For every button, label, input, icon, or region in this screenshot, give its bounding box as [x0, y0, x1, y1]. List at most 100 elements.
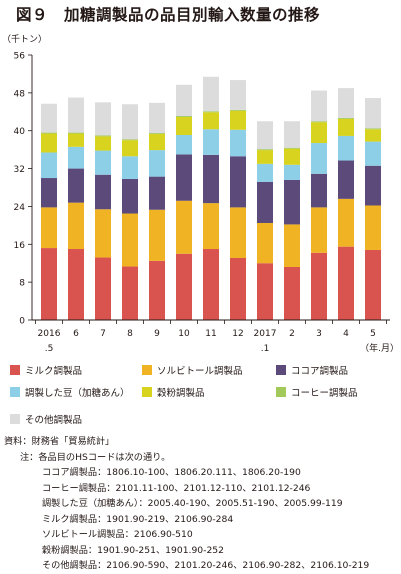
legend-item: 調製した豆（加糖あん） — [10, 385, 130, 399]
x-tick-label: 12 — [232, 329, 243, 339]
bar-segment — [95, 257, 111, 320]
bar-segment — [176, 200, 192, 254]
bar-segment — [149, 133, 165, 135]
legend-item: ミルク調製品 — [10, 363, 82, 377]
bar-segment — [176, 116, 192, 117]
bar-segment — [95, 150, 111, 175]
bar-segment — [338, 117, 354, 119]
hs-code-note: 注：各品目のHSコードは次の通り。 — [20, 451, 171, 463]
legend-swatch — [10, 365, 20, 375]
x-tick-label: 7 — [100, 329, 106, 339]
bar-segment — [122, 140, 138, 157]
hs-code-item: ココア調製品：1806.10-100、1806.20.111、1806.20-1… — [42, 467, 301, 478]
bar-segment — [230, 258, 246, 320]
legend-item: 穀粉調製品 — [142, 385, 205, 399]
hs-code-item: その他調製品：2106.90-590、2101.20-246、2106.90-2… — [42, 560, 370, 571]
hs-code-item: ソルビトール調製品：2106.90-510 — [42, 529, 193, 540]
bar-segment — [149, 176, 165, 210]
y-tick-label: 0 — [19, 317, 25, 327]
x-tick-label: .1 — [261, 344, 270, 354]
bar-segment — [203, 203, 219, 250]
x-tick-label: 11 — [205, 329, 216, 339]
legend-label: ソルビトール調製品 — [157, 366, 243, 377]
x-tick-label: 6 — [73, 329, 79, 339]
bar-segment — [41, 178, 57, 208]
legend-label: 穀粉調製品 — [157, 388, 205, 399]
legend-label: コーヒー調製品 — [291, 388, 358, 399]
bar-segment — [257, 150, 273, 164]
legend-item: コーヒー調製品 — [276, 385, 358, 399]
hs-code-item: ミルク調製品：1901.90-219、2106.90-284 — [42, 513, 234, 525]
bar-segment — [149, 209, 165, 261]
bar-segment — [203, 249, 219, 320]
x-tick-label: 2016 — [38, 329, 61, 339]
bar-segment — [203, 76, 219, 112]
bar-segment — [68, 97, 84, 133]
bar-segment — [338, 160, 354, 199]
bar-segment — [230, 109, 246, 111]
legend-label: 調製した豆（加糖あん） — [25, 388, 130, 399]
bar-segment — [338, 246, 354, 320]
hs-code-item: コーヒー調製品：2101.11-100、2101.12-110、2101.12-… — [42, 482, 311, 494]
bar-segment — [122, 156, 138, 179]
bar-segment — [338, 118, 354, 136]
legend-swatch — [142, 387, 152, 397]
bar-segment — [284, 148, 300, 165]
legend-label: ミルク調製品 — [25, 366, 83, 377]
legend-item: ソルビトール調製品 — [142, 363, 243, 377]
bar-segment — [311, 207, 327, 253]
bar-segment — [68, 249, 84, 320]
legend-label: ココア調製品 — [291, 366, 349, 377]
legend-swatch — [276, 387, 286, 397]
bar-segment — [257, 121, 273, 150]
bar-segment — [257, 149, 273, 151]
bar-segment — [41, 248, 57, 320]
y-tick-label: 8 — [19, 279, 25, 289]
bar-segment — [203, 129, 219, 155]
bar-segment — [230, 80, 246, 110]
x-tick-label: 2017 — [254, 329, 277, 339]
legend-swatch — [10, 414, 20, 424]
bar-segment — [122, 104, 138, 140]
bar-segment — [365, 98, 381, 129]
hs-code-item: 穀粉調製品：1901.90-251、1901.90-252 — [42, 544, 225, 556]
bar-segment — [176, 116, 192, 135]
bar-segment — [203, 112, 219, 130]
bar-segment — [230, 129, 246, 157]
bar-segment — [176, 84, 192, 117]
bar-segment — [122, 178, 138, 214]
bar-segment — [149, 134, 165, 151]
x-unit-label: （年.月） — [360, 342, 399, 354]
bar-segment — [311, 143, 327, 174]
x-tick-label: 4 — [343, 329, 349, 339]
bar-segment — [284, 267, 300, 320]
bar-segment — [230, 207, 246, 259]
bar-segment — [176, 134, 192, 155]
x-tick-label: .5 — [45, 344, 54, 354]
bar-segment — [338, 198, 354, 247]
notes: 資料：財務省「貿易統計」 注：各品目のHSコードは次の通り。 ココア調製品：18… — [4, 434, 400, 574]
bar-segment — [176, 253, 192, 320]
bar-segment — [149, 150, 165, 177]
bar-segment — [284, 121, 300, 148]
source-note: 資料：財務省「貿易統計」 — [4, 436, 115, 447]
x-tick-label: 2 — [289, 329, 295, 339]
legend-swatch — [276, 365, 286, 375]
bar-segment — [365, 128, 381, 130]
hs-code-item: 調製した豆（加糖あん）：2005.40-190、2005.51-190、2005… — [42, 498, 343, 509]
bar-segment — [257, 222, 273, 264]
bar-segment — [257, 163, 273, 182]
x-tick-label: 5 — [370, 329, 376, 339]
bar-segment — [311, 121, 327, 123]
bar-segment — [95, 136, 111, 151]
bar-segment — [95, 209, 111, 258]
bar-segment — [149, 102, 165, 134]
y-tick-label: 24 — [14, 203, 26, 213]
y-tick-label: 56 — [14, 52, 26, 62]
bar-segment — [203, 154, 219, 204]
bar-segment — [311, 90, 327, 122]
bar-segment — [41, 133, 57, 153]
bar-segment — [68, 146, 84, 169]
bar-segment — [230, 156, 246, 208]
